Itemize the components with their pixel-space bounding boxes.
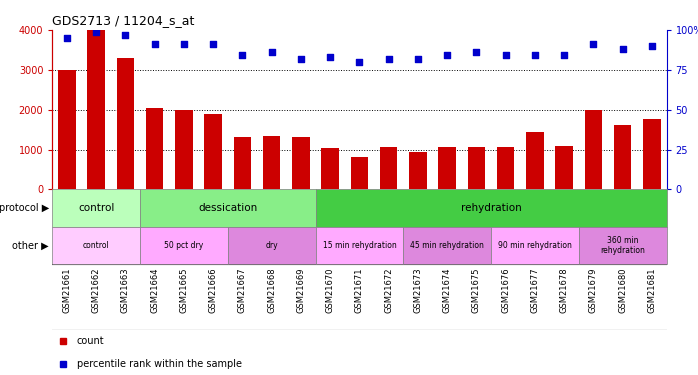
- Text: GSM21669: GSM21669: [297, 268, 306, 313]
- Text: GSM21675: GSM21675: [472, 268, 481, 313]
- Bar: [292, 137, 310, 189]
- Text: GSM21673: GSM21673: [413, 268, 422, 313]
- Point: [646, 43, 658, 49]
- Text: percentile rank within the sample: percentile rank within the sample: [77, 359, 242, 369]
- Point: [617, 46, 628, 52]
- Point: [91, 28, 102, 34]
- Point: [558, 53, 570, 58]
- Point: [413, 56, 424, 62]
- Bar: [491, 227, 579, 264]
- Point: [442, 53, 453, 58]
- Point: [529, 53, 540, 58]
- Bar: [52, 189, 140, 227]
- Bar: [322, 147, 339, 189]
- Text: 50 pct dry: 50 pct dry: [164, 241, 204, 250]
- Bar: [140, 189, 315, 227]
- Bar: [315, 227, 403, 264]
- Bar: [263, 136, 281, 189]
- Text: control: control: [78, 203, 114, 213]
- Text: GSM21661: GSM21661: [63, 268, 71, 313]
- Bar: [526, 132, 544, 189]
- Point: [325, 54, 336, 60]
- Bar: [579, 227, 667, 264]
- Text: GSM21663: GSM21663: [121, 268, 130, 313]
- Point: [207, 41, 218, 47]
- Text: 90 min rehydration: 90 min rehydration: [498, 241, 572, 250]
- Text: GSM21679: GSM21679: [589, 268, 598, 313]
- Text: dessication: dessication: [198, 203, 258, 213]
- Text: GSM21668: GSM21668: [267, 268, 276, 313]
- Bar: [175, 110, 193, 189]
- Text: GSM21664: GSM21664: [150, 268, 159, 313]
- Bar: [497, 147, 514, 189]
- Bar: [409, 152, 426, 189]
- Bar: [315, 189, 667, 227]
- Bar: [403, 227, 491, 264]
- Point: [149, 41, 161, 47]
- Text: control: control: [83, 241, 110, 250]
- Text: GSM21680: GSM21680: [618, 268, 628, 313]
- Point: [61, 35, 73, 41]
- Bar: [380, 147, 397, 189]
- Bar: [117, 58, 134, 189]
- Text: 360 min
rehydration: 360 min rehydration: [600, 236, 645, 255]
- Bar: [58, 70, 76, 189]
- Point: [500, 53, 512, 58]
- Point: [588, 41, 599, 47]
- Point: [237, 53, 248, 58]
- Bar: [643, 119, 661, 189]
- Text: GSM21674: GSM21674: [443, 268, 452, 313]
- Point: [383, 56, 394, 62]
- Bar: [140, 227, 228, 264]
- Text: dry: dry: [265, 241, 278, 250]
- Text: GSM21662: GSM21662: [91, 268, 101, 313]
- Bar: [52, 227, 140, 264]
- Text: GSM21666: GSM21666: [209, 268, 218, 313]
- Bar: [234, 137, 251, 189]
- Bar: [585, 110, 602, 189]
- Text: 15 min rehydration: 15 min rehydration: [322, 241, 396, 250]
- Bar: [438, 147, 456, 189]
- Point: [120, 32, 131, 38]
- Text: GSM21677: GSM21677: [530, 268, 540, 313]
- Text: GSM21671: GSM21671: [355, 268, 364, 313]
- Point: [295, 56, 306, 62]
- Text: GDS2713 / 11204_s_at: GDS2713 / 11204_s_at: [52, 15, 195, 27]
- Bar: [228, 227, 315, 264]
- Point: [471, 49, 482, 55]
- Bar: [468, 147, 485, 189]
- Text: count: count: [77, 336, 105, 346]
- Bar: [146, 108, 163, 189]
- Text: GSM21681: GSM21681: [648, 268, 656, 313]
- Bar: [350, 157, 369, 189]
- Point: [179, 41, 190, 47]
- Text: GSM21672: GSM21672: [384, 268, 393, 313]
- Text: rehydration: rehydration: [461, 203, 521, 213]
- Text: 45 min rehydration: 45 min rehydration: [410, 241, 484, 250]
- Bar: [614, 125, 632, 189]
- Text: GSM21676: GSM21676: [501, 268, 510, 313]
- Text: other ▶: other ▶: [13, 241, 49, 250]
- Text: GSM21670: GSM21670: [326, 268, 335, 313]
- Bar: [556, 146, 573, 189]
- Text: GSM21665: GSM21665: [179, 268, 188, 313]
- Bar: [205, 114, 222, 189]
- Text: GSM21678: GSM21678: [560, 268, 569, 313]
- Text: GSM21667: GSM21667: [238, 268, 247, 313]
- Point: [354, 59, 365, 65]
- Point: [266, 49, 277, 55]
- Bar: [87, 30, 105, 189]
- Text: protocol ▶: protocol ▶: [0, 203, 49, 213]
